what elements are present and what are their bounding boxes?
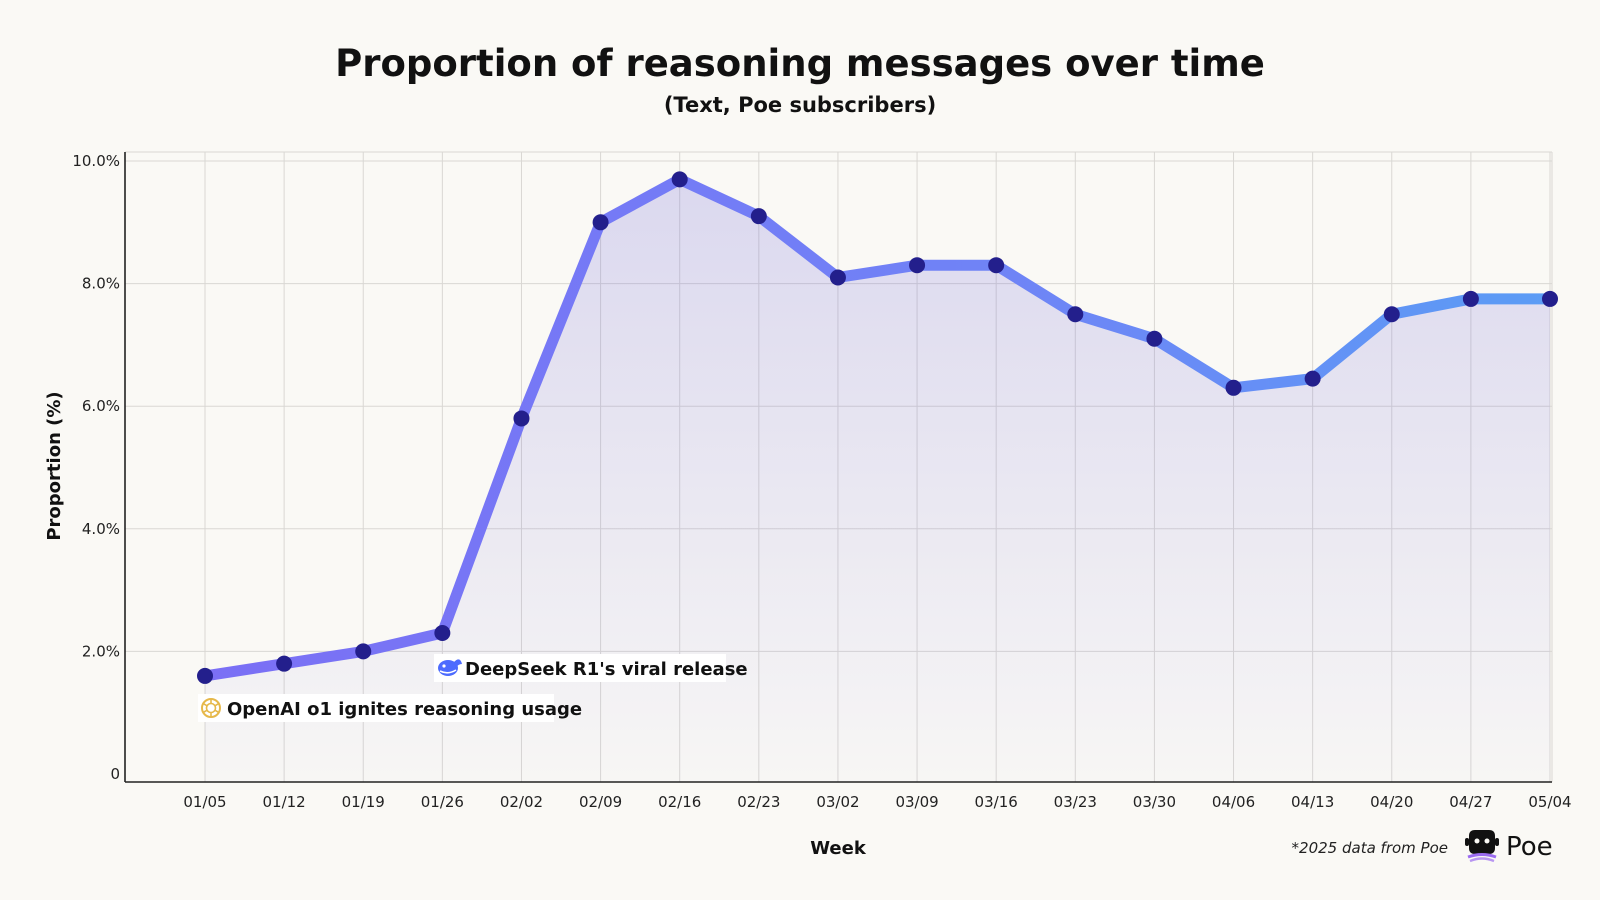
x-tick-label: 05/04 — [1528, 793, 1571, 811]
poe-logo-icon — [1465, 830, 1499, 863]
annotation-openai: OpenAI o1 ignites reasoning usage — [198, 694, 582, 722]
y-tick-label: 4.0% — [82, 520, 120, 538]
chart-title: Proportion of reasoning messages over ti… — [335, 42, 1265, 85]
data-point-03-30 — [1146, 330, 1163, 347]
x-tick-label: 03/16 — [975, 793, 1018, 811]
y-tick-label: 6.0% — [82, 397, 120, 415]
data-point-03-09 — [909, 257, 926, 274]
x-tick-label: 02/16 — [658, 793, 701, 811]
series-line — [204, 173, 1550, 682]
deepseek-whale-icon — [438, 659, 462, 676]
x-tick-label: 01/19 — [342, 793, 385, 811]
x-tick-label: 04/13 — [1291, 793, 1334, 811]
data-point-04-27 — [1462, 290, 1479, 307]
data-point-01-12 — [276, 655, 293, 672]
annotation-deepseek-bg — [434, 654, 726, 682]
openai-logo-icon — [201, 698, 221, 718]
data-point-05-04 — [1542, 290, 1558, 307]
y-tick-label: 0 — [110, 765, 120, 783]
data-point-02-09 — [592, 214, 609, 231]
data-point-02-23 — [750, 208, 767, 225]
x-tick-label: 04/06 — [1212, 793, 1255, 811]
data-point-03-16 — [988, 257, 1005, 274]
data-point-03-02 — [829, 269, 846, 286]
x-tick-label: 04/20 — [1370, 793, 1413, 811]
y-axis-label: Proportion (%) — [44, 391, 65, 540]
y-tick-labels: 0 2.0% 4.0% 6.0% 8.0% 10.0% — [72, 152, 120, 783]
x-tick-labels: 01/05 01/12 01/19 01/26 02/02 02/09 02/16 02/23… — [183, 793, 1571, 811]
x-axis-label: Week — [810, 838, 867, 859]
x-tick-label: 03/09 — [895, 793, 938, 811]
x-tick-label: 03/02 — [816, 793, 859, 811]
x-tick-label: 04/27 — [1449, 793, 1492, 811]
annotation-deepseek-text: DeepSeek R1's viral release — [465, 659, 748, 680]
annotation-deepseek: DeepSeek R1's viral release — [434, 654, 748, 682]
area-fill — [205, 179, 1550, 782]
x-tick-label: 03/30 — [1133, 793, 1176, 811]
data-point-04-13 — [1304, 370, 1321, 387]
series-line-path — [204, 173, 1550, 682]
annotation-openai-bg — [198, 694, 554, 722]
y-tick-label: 8.0% — [82, 275, 120, 293]
data-point-01-05 — [197, 667, 213, 684]
x-tick-label: 01/05 — [183, 793, 226, 811]
data-point-01-19 — [355, 643, 372, 660]
chart-subtitle: (Text, Poe subscribers) — [664, 93, 936, 117]
x-tick-label: 01/26 — [421, 793, 464, 811]
x-tick-label: 01/12 — [263, 793, 306, 811]
footnote: *2025 data from Poe — [1292, 839, 1448, 857]
annotation-openai-text: OpenAI o1 ignites reasoning usage — [227, 699, 582, 720]
data-point-02-16 — [671, 171, 688, 188]
data-point-01-26 — [434, 625, 451, 642]
data-point-03-23 — [1067, 306, 1084, 323]
y-tick-label: 10.0% — [72, 152, 120, 170]
brand: Poe — [1465, 830, 1553, 863]
y-tick-label: 2.0% — [82, 642, 120, 660]
data-point-02-02 — [513, 410, 530, 427]
x-tick-label: 02/02 — [500, 793, 543, 811]
x-tick-label: 02/23 — [737, 793, 780, 811]
x-tick-label: 03/23 — [1054, 793, 1097, 811]
area-fill-path — [205, 179, 1550, 782]
axes — [124, 152, 1552, 783]
data-point-04-20 — [1383, 306, 1400, 323]
data-points — [197, 171, 1558, 684]
brand-name: Poe — [1506, 832, 1553, 862]
data-point-04-06 — [1225, 379, 1242, 396]
x-tick-label: 02/09 — [579, 793, 622, 811]
